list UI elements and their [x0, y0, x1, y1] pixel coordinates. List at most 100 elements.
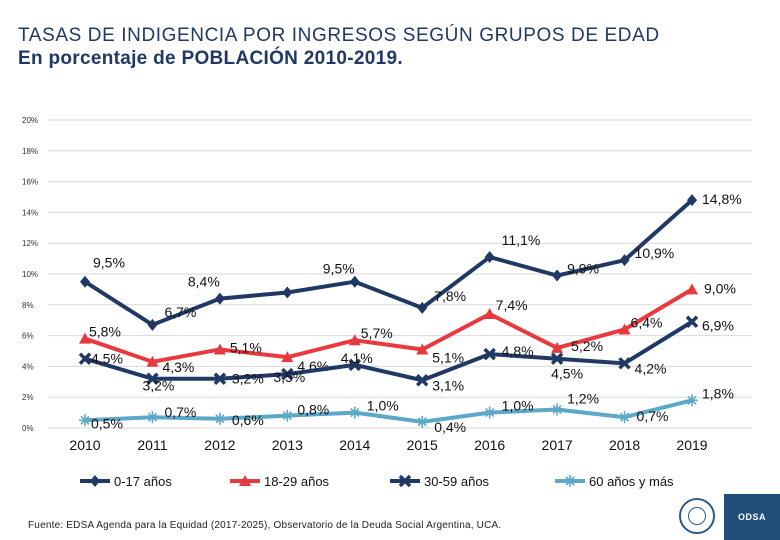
data-point	[483, 347, 496, 361]
data-point	[349, 275, 360, 288]
series-line-2	[84, 287, 694, 364]
data-point	[348, 406, 361, 419]
data-point	[416, 343, 429, 355]
data-label: 6,4%	[631, 314, 663, 330]
data-label: 1,2%	[567, 391, 599, 407]
data-point	[146, 372, 159, 385]
data-label: 4,5%	[91, 351, 123, 367]
data-label: 14,8%	[702, 191, 742, 207]
legend-marker	[239, 475, 251, 486]
data-point	[484, 251, 495, 264]
odsa-logo: ODSA	[724, 494, 780, 540]
source-note: Fuente: EDSA Agenda para la Equidad (201…	[28, 520, 502, 531]
data-point	[550, 352, 564, 365]
data-label: 4,8%	[502, 343, 534, 359]
data-point	[552, 269, 563, 282]
y-tick-label: 2%	[22, 393, 34, 402]
y-tick-label: 10%	[22, 270, 38, 279]
data-point	[213, 412, 226, 425]
data-label: 4,2%	[635, 360, 667, 376]
x-tick-label: 2015	[407, 437, 438, 453]
data-point	[79, 332, 91, 344]
data-point	[213, 343, 226, 355]
y-tick-label: 0%	[22, 424, 34, 433]
data-label: 3,1%	[432, 377, 464, 393]
data-label: 10,9%	[635, 245, 675, 261]
data-label: 4,1%	[341, 350, 373, 366]
data-label: 6,7%	[164, 304, 196, 320]
y-tick-label: 18%	[22, 147, 38, 156]
data-point	[79, 414, 91, 427]
data-point	[618, 323, 631, 335]
chart-title: TASAS DE INDIGENCIA POR INGRESOS SEGÚN G…	[18, 24, 758, 70]
series-line-1	[83, 198, 694, 327]
x-tick-label: 2013	[272, 437, 303, 453]
data-label: 1,8%	[702, 385, 734, 401]
data-point	[686, 283, 698, 295]
data-label: 4,5%	[551, 366, 583, 382]
data-point	[551, 403, 564, 416]
university-seal-icon	[679, 498, 715, 534]
legend-label: 18-29 años	[264, 474, 330, 489]
data-label: 9,9%	[567, 261, 599, 277]
data-point	[348, 358, 362, 372]
y-tick-label: 14%	[22, 208, 38, 217]
data-label: 8,4%	[188, 274, 220, 290]
data-point	[416, 415, 429, 428]
data-point	[281, 409, 294, 422]
data-point	[281, 351, 294, 363]
data-point	[281, 367, 294, 381]
data-point	[348, 334, 361, 346]
data-point	[78, 352, 92, 365]
data-point	[213, 372, 227, 385]
data-label: 0,6%	[232, 412, 264, 428]
legend-marker	[398, 474, 412, 488]
legend-marker	[90, 475, 100, 487]
data-label: 5,2%	[571, 338, 603, 354]
chart-subtitle: En porcentaje de POBLACIÓN 2010-2019.	[18, 48, 403, 69]
data-label: 0,8%	[297, 402, 329, 418]
data-label: 4,3%	[162, 359, 194, 375]
legend-label: 30-59 años	[424, 474, 490, 489]
series-line-4	[84, 398, 693, 424]
data-point	[214, 292, 225, 305]
data-label: 3,2%	[232, 371, 264, 387]
y-tick-label: 16%	[22, 178, 38, 187]
data-label: 9,5%	[323, 261, 355, 277]
data-label: 0,7%	[164, 404, 196, 420]
x-tick-label: 2016	[474, 437, 505, 453]
legend-marker	[564, 475, 576, 487]
data-point	[687, 194, 697, 207]
data-label: 5,1%	[230, 339, 262, 355]
x-tick-label: 2018	[609, 437, 640, 453]
data-point	[618, 411, 631, 424]
legend-label: 0-17 años	[114, 474, 172, 489]
data-label: 9,5%	[93, 255, 125, 271]
data-point	[282, 286, 293, 299]
data-label: 0,7%	[637, 408, 669, 424]
series-line-3	[84, 320, 694, 383]
x-tick-label: 2019	[676, 437, 707, 453]
data-label: 1,0%	[502, 398, 534, 414]
y-tick-label: 6%	[22, 332, 34, 341]
x-tick-label: 2011	[137, 437, 167, 453]
data-label: 6,9%	[702, 318, 734, 334]
data-label: 1,0%	[367, 398, 399, 414]
data-point	[80, 275, 90, 288]
data-label: 0,5%	[91, 415, 123, 431]
x-tick-label: 2017	[542, 437, 573, 453]
data-label: 5,7%	[361, 325, 393, 341]
data-label: 3,2%	[142, 378, 174, 394]
y-tick-label: 8%	[22, 301, 34, 310]
legend-label: 60 años y más	[589, 474, 674, 489]
data-point	[551, 341, 564, 353]
data-point	[686, 394, 698, 407]
data-point	[483, 308, 496, 320]
data-point	[146, 411, 159, 424]
data-point	[619, 254, 630, 267]
data-point	[685, 315, 699, 328]
x-tick-label: 2010	[69, 437, 100, 453]
data-label: 7,4%	[496, 297, 528, 313]
y-tick-label: 4%	[22, 362, 34, 371]
